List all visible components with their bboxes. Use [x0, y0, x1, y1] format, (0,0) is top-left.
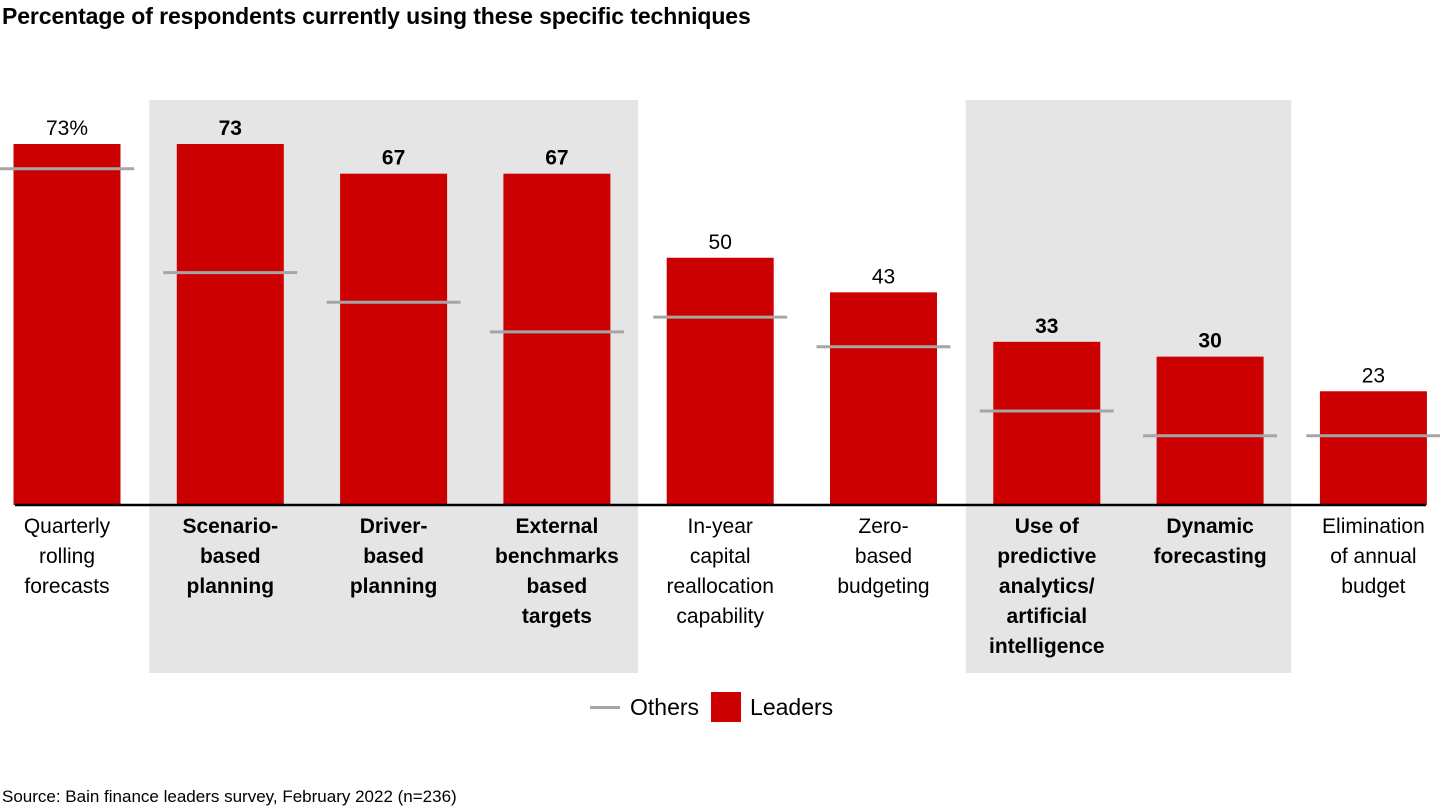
category-label: External benchmarks based targets — [495, 515, 619, 628]
category-label: Driver-based planning — [350, 515, 438, 598]
bar-leaders — [13, 144, 121, 505]
category-label-line: based — [855, 545, 912, 568]
category-label: Elimination of annual budget — [1322, 515, 1425, 598]
legend-others-swatch — [590, 705, 620, 709]
data-label: 73 — [219, 117, 242, 140]
category-label-line: forecasts — [24, 575, 109, 598]
bar-leaders — [1319, 391, 1427, 505]
category-label-line: reallocation — [666, 575, 773, 598]
category-label-line: benchmarks — [495, 545, 619, 568]
category-label-line: budget — [1341, 575, 1405, 598]
bar-chart: 73% 73 67 67 50 43 33 30 23 Quarterly rolling fore… — [0, 100, 1440, 673]
category-label: Scenario-based planning — [182, 515, 278, 598]
category-label: Zero-based budgeting — [837, 515, 929, 598]
category-label-line: rolling — [39, 545, 95, 568]
category-label-line: planning — [187, 575, 275, 598]
data-label: 50 — [709, 231, 732, 254]
category-label-line: planning — [350, 575, 438, 598]
category-label-line: artificial — [1007, 605, 1088, 628]
category-label: Use of predictive analytics/artificial inte… — [989, 515, 1105, 658]
bar-leaders — [503, 173, 611, 505]
category-label: Dynamic forecasting — [1153, 515, 1266, 568]
legend-others-label: Others — [630, 693, 700, 720]
bar-leaders — [666, 257, 774, 505]
category-label-line: Scenario- — [182, 515, 278, 538]
legend-leaders-swatch — [711, 692, 742, 722]
data-label: 73% — [46, 117, 88, 140]
category-label-line: intelligence — [989, 635, 1105, 658]
bar-leaders — [1156, 356, 1264, 505]
category-label-line: Driver- — [360, 515, 428, 538]
category-label-line: based — [200, 545, 261, 568]
bar-leaders — [340, 173, 448, 505]
category-label-line: Use of — [1015, 515, 1080, 538]
bar-leaders — [176, 144, 284, 505]
category-label-line: forecasting — [1153, 545, 1266, 568]
category-label-line: predictive — [997, 545, 1096, 568]
category-label-line: based — [527, 575, 588, 598]
category-label-line: budgeting — [837, 575, 929, 598]
data-label: 30 — [1198, 330, 1221, 353]
legend-leaders-label: Leaders — [750, 693, 834, 720]
category-label-line: based — [363, 545, 424, 568]
category-label-line: Elimination — [1322, 515, 1425, 538]
data-label: 43 — [872, 265, 895, 288]
data-label: 67 — [382, 147, 405, 170]
category-label-line: External — [515, 515, 598, 538]
data-label: 33 — [1035, 315, 1058, 338]
category-label-line: capital — [690, 545, 751, 568]
category-label: In-year capital reallocation capability — [666, 515, 773, 628]
category-label-line: capability — [676, 605, 764, 628]
data-label: 23 — [1362, 364, 1385, 387]
data-label: 67 — [545, 147, 568, 170]
category-label-line: targets — [522, 605, 592, 628]
category-label-line: analytics/ — [999, 575, 1095, 598]
bar-leaders — [830, 292, 937, 505]
category-label-line: In-year — [688, 515, 753, 538]
category-label-line: Dynamic — [1166, 515, 1254, 538]
bar-leaders — [993, 341, 1101, 505]
chart-title: Percentage of respondents currently usin… — [2, 3, 751, 29]
category-label-line: Quarterly — [24, 515, 111, 538]
category-label-line: Zero- — [858, 515, 908, 538]
category-label-line: of annual — [1330, 545, 1416, 568]
legend: Others Leaders — [590, 692, 833, 722]
category-label: Quarterly rolling forecasts — [24, 515, 111, 598]
source-note: Source: Bain finance leaders survey, Feb… — [2, 787, 457, 806]
